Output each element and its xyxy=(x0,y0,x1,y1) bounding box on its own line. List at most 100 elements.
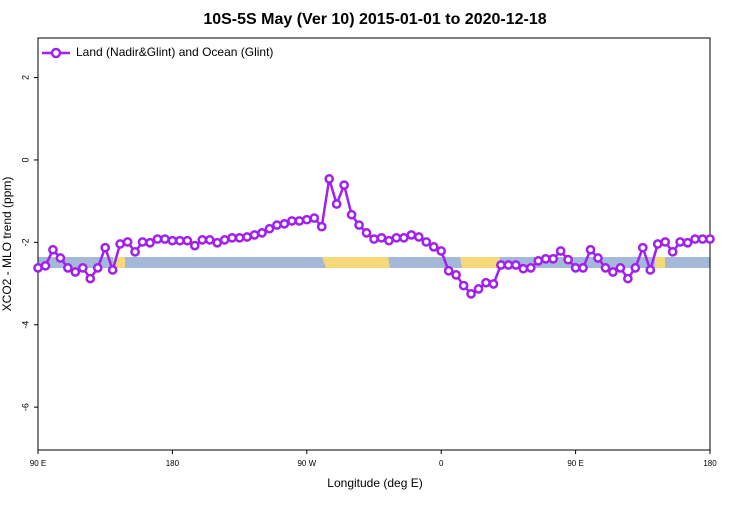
point xyxy=(309,213,320,223)
x-tick-label: 180 xyxy=(166,459,180,468)
point xyxy=(533,256,544,266)
point xyxy=(593,253,603,263)
point xyxy=(652,239,663,249)
point xyxy=(55,253,66,263)
point xyxy=(242,232,252,242)
point xyxy=(682,237,693,248)
point xyxy=(376,232,387,243)
point xyxy=(525,263,536,273)
point xyxy=(496,260,506,270)
point xyxy=(488,279,499,289)
x-tick-label: 90 E xyxy=(30,459,46,468)
point xyxy=(249,230,260,240)
land-band xyxy=(322,257,390,268)
point xyxy=(451,270,461,280)
point xyxy=(399,232,409,243)
point xyxy=(690,234,700,244)
point xyxy=(481,277,491,288)
point xyxy=(257,228,267,238)
point xyxy=(316,221,327,232)
point xyxy=(40,260,51,271)
point xyxy=(339,180,349,190)
land-band xyxy=(460,257,500,268)
point xyxy=(346,209,357,220)
point xyxy=(585,244,596,255)
point xyxy=(279,218,290,229)
point xyxy=(122,237,133,247)
point xyxy=(548,253,559,264)
plot-frame xyxy=(37,37,711,451)
point xyxy=(555,246,566,256)
point xyxy=(600,263,611,273)
x-tick-label: 0 xyxy=(439,459,444,468)
point xyxy=(204,235,215,245)
point xyxy=(85,273,96,284)
point xyxy=(466,289,476,299)
point xyxy=(331,199,342,209)
point xyxy=(70,267,81,277)
point xyxy=(189,240,200,251)
point xyxy=(137,237,148,247)
x-tick-label: 90 W xyxy=(297,459,316,468)
point xyxy=(197,235,208,245)
point xyxy=(48,244,58,255)
point xyxy=(130,246,140,257)
point xyxy=(324,174,335,184)
point xyxy=(645,265,656,275)
point xyxy=(100,242,111,253)
y-tick-label: 0 xyxy=(20,157,30,162)
point xyxy=(436,246,447,256)
point xyxy=(63,263,73,273)
chart-title: 10S-5S May (Ver 10) 2015-01-01 to 2020-1… xyxy=(203,11,546,28)
legend-marker xyxy=(50,47,62,59)
point xyxy=(578,263,588,273)
point xyxy=(518,263,529,274)
x-tick-label: 90 E xyxy=(567,459,583,468)
point xyxy=(234,232,245,243)
point xyxy=(630,263,641,273)
point xyxy=(361,228,372,238)
point xyxy=(145,237,155,248)
point xyxy=(287,216,297,226)
point xyxy=(540,253,551,264)
point xyxy=(301,214,312,225)
point xyxy=(77,263,88,273)
point xyxy=(384,235,394,246)
surface-band xyxy=(38,257,710,268)
point xyxy=(175,235,185,246)
land-band xyxy=(655,257,665,268)
point xyxy=(511,260,521,270)
point xyxy=(458,280,469,291)
point xyxy=(391,232,402,243)
land-band xyxy=(113,257,125,268)
point xyxy=(152,234,163,244)
point xyxy=(473,284,484,294)
point xyxy=(413,232,424,242)
point xyxy=(667,246,678,257)
point xyxy=(115,239,125,249)
y-tick-label: -4 xyxy=(20,321,30,329)
point xyxy=(421,237,432,247)
point xyxy=(660,237,671,247)
point xyxy=(705,234,715,244)
point xyxy=(33,263,43,273)
point xyxy=(92,263,103,273)
point xyxy=(107,265,118,275)
y-tick-label: -2 xyxy=(20,238,30,246)
point xyxy=(294,216,305,226)
point xyxy=(637,242,648,253)
point xyxy=(219,235,230,245)
point xyxy=(212,237,223,248)
point xyxy=(623,273,633,284)
y-tick-label: 2 xyxy=(20,75,30,80)
x-tick-label: 180 xyxy=(703,459,717,468)
point xyxy=(354,220,364,230)
point xyxy=(227,232,237,243)
y-axis-label: XCO2 - MLO trend (ppm) xyxy=(0,177,14,312)
point xyxy=(675,237,685,247)
point xyxy=(167,235,178,246)
point xyxy=(697,234,708,244)
point xyxy=(563,254,573,265)
